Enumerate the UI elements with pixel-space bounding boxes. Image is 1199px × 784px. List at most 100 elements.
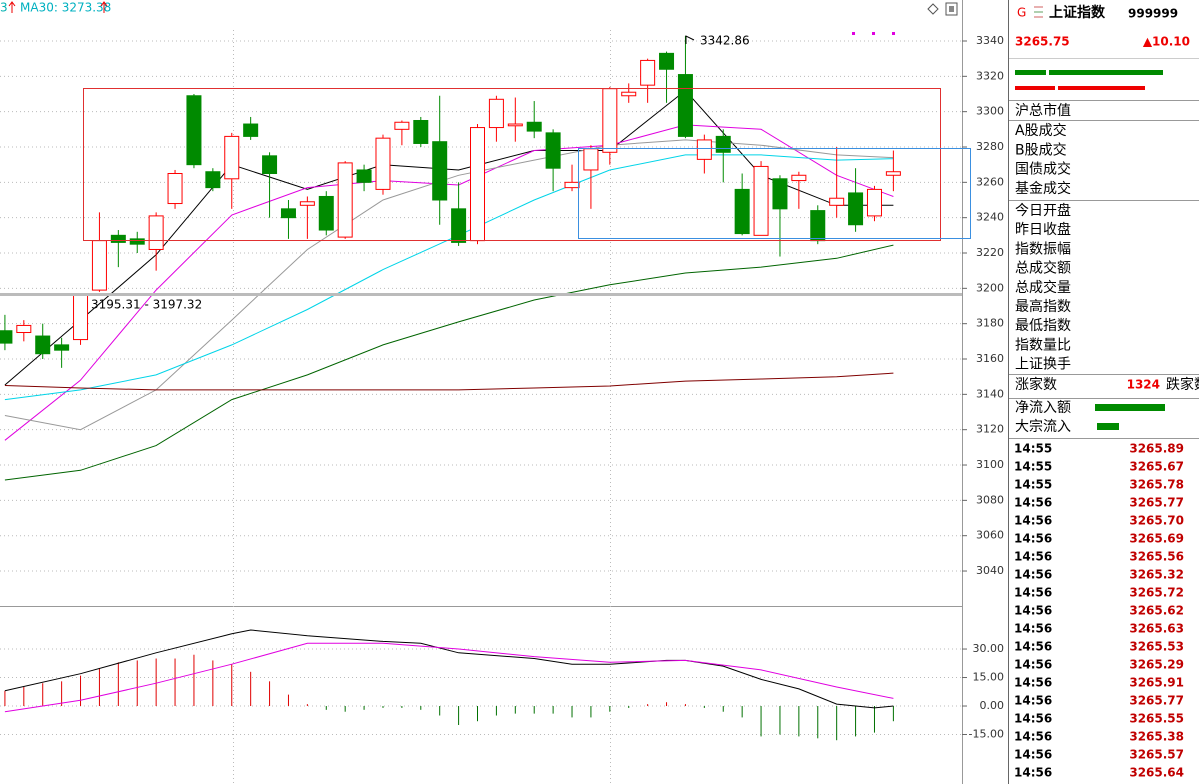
tick-price: 3265.70 xyxy=(1129,514,1184,528)
candle-body xyxy=(243,123,259,137)
candle-body xyxy=(205,171,221,189)
price: 3265.75 xyxy=(1015,35,1070,49)
tick-price: 3265.56 xyxy=(1129,550,1184,564)
candle-body xyxy=(848,192,864,226)
candle-body xyxy=(186,95,202,166)
tick-price: 3265.67 xyxy=(1129,460,1184,474)
y-tick-label: 0.00 xyxy=(980,699,1005,712)
y-tick-label: 3240 xyxy=(976,211,1004,224)
candle-body xyxy=(696,139,712,160)
field-label: 涨家数 xyxy=(1015,376,1057,393)
tick-time: 14:55 xyxy=(1014,478,1052,492)
candle-body xyxy=(432,141,448,201)
y-tick-label: 3120 xyxy=(976,423,1004,436)
field-label: 指数振幅 xyxy=(1015,241,1071,257)
tick-time: 14:56 xyxy=(1014,640,1052,654)
tick-time: 14:56 xyxy=(1014,550,1052,564)
candle-body xyxy=(451,208,467,243)
tick-price: 3265.29 xyxy=(1129,658,1184,672)
ma-line xyxy=(4,372,894,391)
tick-time: 14:55 xyxy=(1014,460,1052,474)
flow-bar xyxy=(1095,404,1165,411)
field-label: 总成交量 xyxy=(1015,279,1071,296)
field-label: 昨日收盘 xyxy=(1015,221,1071,238)
y-tick-label: 3040 xyxy=(976,564,1004,577)
candle-body xyxy=(564,181,580,189)
candle-body xyxy=(148,215,164,250)
scroll-button[interactable] xyxy=(945,2,958,16)
arrow-icon xyxy=(100,1,108,13)
tick-time: 14:56 xyxy=(1014,514,1052,528)
y-tick-label: 3180 xyxy=(976,317,1004,330)
field-label: 最高指数 xyxy=(1015,298,1071,315)
candle-body xyxy=(677,74,693,137)
tick-time: 14:56 xyxy=(1014,622,1052,636)
volume-bar xyxy=(1058,86,1145,90)
index-code: 999999 xyxy=(1128,7,1178,21)
tick-time: 14:56 xyxy=(1014,532,1052,546)
tick-time: 14:56 xyxy=(1014,694,1052,708)
index-name: 上证指数 xyxy=(1049,4,1106,21)
candle-body xyxy=(0,330,13,344)
change: ▲10.10 xyxy=(1143,35,1190,49)
candle-body xyxy=(526,121,542,132)
y-tick-label: 3160 xyxy=(976,352,1004,365)
advance-count: 1324 xyxy=(1127,378,1160,392)
high-label: 3342.86 xyxy=(700,34,750,48)
tick-time: 14:56 xyxy=(1014,730,1052,744)
candle-body xyxy=(885,171,901,176)
candle-body xyxy=(583,148,599,171)
y-tick-label: 3200 xyxy=(976,281,1004,294)
candle-body xyxy=(734,188,750,235)
candle-body xyxy=(470,127,486,242)
field-label: 最低指数 xyxy=(1015,318,1071,334)
ma-line xyxy=(4,89,894,386)
high-marker xyxy=(685,35,695,44)
candle-body xyxy=(715,135,731,153)
ma-line xyxy=(4,642,894,713)
candle-body xyxy=(337,162,353,238)
toggle-icon[interactable] xyxy=(927,3,939,15)
volume-bar xyxy=(1015,70,1046,75)
field-label: 跌家数 xyxy=(1166,376,1199,393)
candle-body xyxy=(54,344,70,351)
candle-body xyxy=(791,174,807,182)
field-label: A股成交 xyxy=(1015,122,1067,139)
candle-body xyxy=(602,88,618,153)
tick-price: 3265.57 xyxy=(1129,748,1184,762)
field-label: 净流入额 xyxy=(1015,400,1071,416)
tick-time: 14:56 xyxy=(1014,568,1052,582)
tick-time: 14:56 xyxy=(1014,586,1052,600)
candle-body xyxy=(167,172,183,205)
y-tick-label: 3260 xyxy=(976,175,1004,188)
flag: G xyxy=(1017,6,1026,20)
y-tick-label: 3340 xyxy=(976,34,1004,47)
candle-body xyxy=(129,238,145,245)
candle-body xyxy=(91,240,107,291)
candle-body xyxy=(73,294,89,341)
y-tick-label: 3280 xyxy=(976,140,1004,153)
tick-price: 3265.89 xyxy=(1129,442,1184,456)
y-tick-label: 3140 xyxy=(976,387,1004,400)
field-label: 国债成交 xyxy=(1015,161,1071,178)
y-tick-label: -15.00 xyxy=(969,728,1004,741)
tick-time: 14:55 xyxy=(1014,442,1052,456)
tick-price: 3265.69 xyxy=(1129,532,1184,546)
candle-body xyxy=(394,121,410,130)
tick-time: 14:56 xyxy=(1014,604,1052,618)
tick-price: 3265.91 xyxy=(1129,676,1184,690)
field-label: 大宗流入 xyxy=(1015,419,1071,435)
range-box xyxy=(83,88,941,241)
menu-icon[interactable] xyxy=(1034,6,1043,18)
candle-body xyxy=(810,210,826,242)
tick-price: 3265.77 xyxy=(1129,694,1184,708)
candle-body xyxy=(545,132,561,169)
candle-body xyxy=(224,135,240,180)
tick-price: 3265.38 xyxy=(1129,730,1184,744)
candle-body xyxy=(35,335,51,355)
candle-body xyxy=(262,155,278,174)
y-tick-label: 3080 xyxy=(976,493,1004,506)
tick-price: 3265.78 xyxy=(1129,478,1184,492)
y-tick-label: 3320 xyxy=(976,69,1004,82)
